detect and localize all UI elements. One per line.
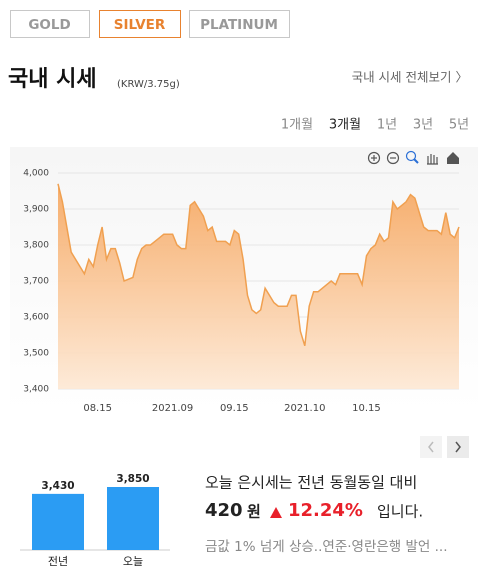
next-button[interactable]: [447, 436, 469, 458]
y-tick-label: 3,800: [23, 241, 49, 251]
bar-value-label: 3,850: [116, 473, 149, 485]
bar: [32, 493, 84, 550]
tab[interactable]: [10, 10, 90, 38]
unit-label: (KRW/3.75g): [117, 79, 180, 90]
bar: [107, 487, 159, 550]
x-tick-label: 08.15: [83, 403, 112, 414]
y-tick-label: 3,900: [23, 205, 49, 215]
zoom-select-button[interactable]: [405, 150, 419, 164]
tab[interactable]: [99, 10, 181, 38]
bar-category-label: 오늘: [123, 555, 143, 568]
y-tick-label: 3,400: [23, 385, 49, 395]
change-percent: 12.24%: [288, 500, 363, 521]
zoom-out-button[interactable]: [386, 151, 400, 165]
bar-value-label: 3,430: [41, 480, 74, 492]
area-fill: [58, 183, 459, 389]
next-arrow: [455, 441, 461, 453]
x-tick-label: 2021.09: [152, 403, 193, 414]
period-option[interactable]: 5년: [449, 118, 469, 133]
y-tick-label: 4,000: [23, 169, 49, 179]
zoom-in-button[interactable]: [367, 151, 381, 165]
x-tick-label: 2021.10: [284, 403, 325, 414]
tab-label[interactable]: SILVER: [114, 17, 166, 33]
period-option[interactable]: 1개월: [281, 118, 313, 133]
period-option[interactable]: 3년: [413, 118, 433, 133]
period-option[interactable]: 1년: [377, 118, 397, 133]
chart-toolbar: [367, 150, 459, 165]
amount-unit: 원: [247, 503, 261, 521]
prev-arrow: [428, 441, 434, 453]
prev-button[interactable]: [420, 436, 442, 458]
page-title: 국내 시세: [8, 67, 97, 92]
period-option[interactable]: 3개월: [329, 118, 361, 133]
tab[interactable]: [189, 10, 290, 38]
summary-tail: 입니다.: [377, 503, 423, 521]
news-headline[interactable]: 금값 1% 넘게 상승..연준·영란은행 발언 ...: [205, 539, 448, 555]
change-amount: 420: [205, 500, 243, 521]
y-tick-label: 3,600: [23, 313, 49, 323]
reset-button[interactable]: [447, 152, 459, 164]
x-tick-label: 09.15: [220, 403, 249, 414]
tab-label[interactable]: PLATINUM: [200, 17, 278, 33]
bar-category-label: 전년: [48, 555, 68, 568]
pan-button[interactable]: [427, 154, 438, 165]
x-tick-label: 10.15: [352, 403, 381, 414]
summary-lead: 오늘 은시세는 전년 동월동일 대비: [205, 474, 417, 492]
y-tick-label: 3,700: [23, 277, 49, 287]
view-all-link[interactable]: 국내 시세 전체보기 〉: [352, 70, 468, 85]
y-tick-label: 3,500: [23, 349, 49, 359]
tab-label[interactable]: GOLD: [28, 17, 70, 33]
price-line: [57, 183, 460, 347]
up-icon: [270, 507, 282, 518]
